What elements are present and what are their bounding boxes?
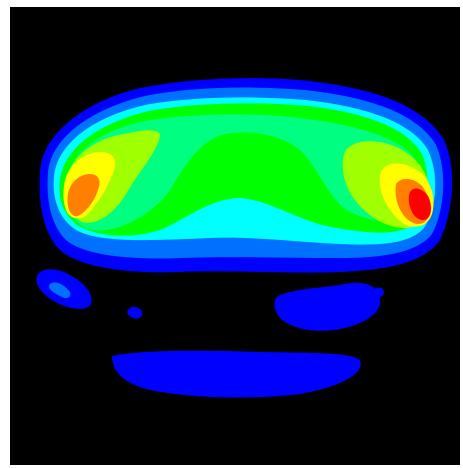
contour-small-spot (127, 306, 143, 319)
contour-level-8-left (67, 174, 100, 217)
contour-middle-right (274, 282, 381, 331)
contour-tiny-spot (374, 287, 384, 297)
contour-left-spot-core (49, 282, 71, 299)
contour-level-9-right (408, 188, 431, 220)
contour-bottom-band (112, 350, 361, 398)
